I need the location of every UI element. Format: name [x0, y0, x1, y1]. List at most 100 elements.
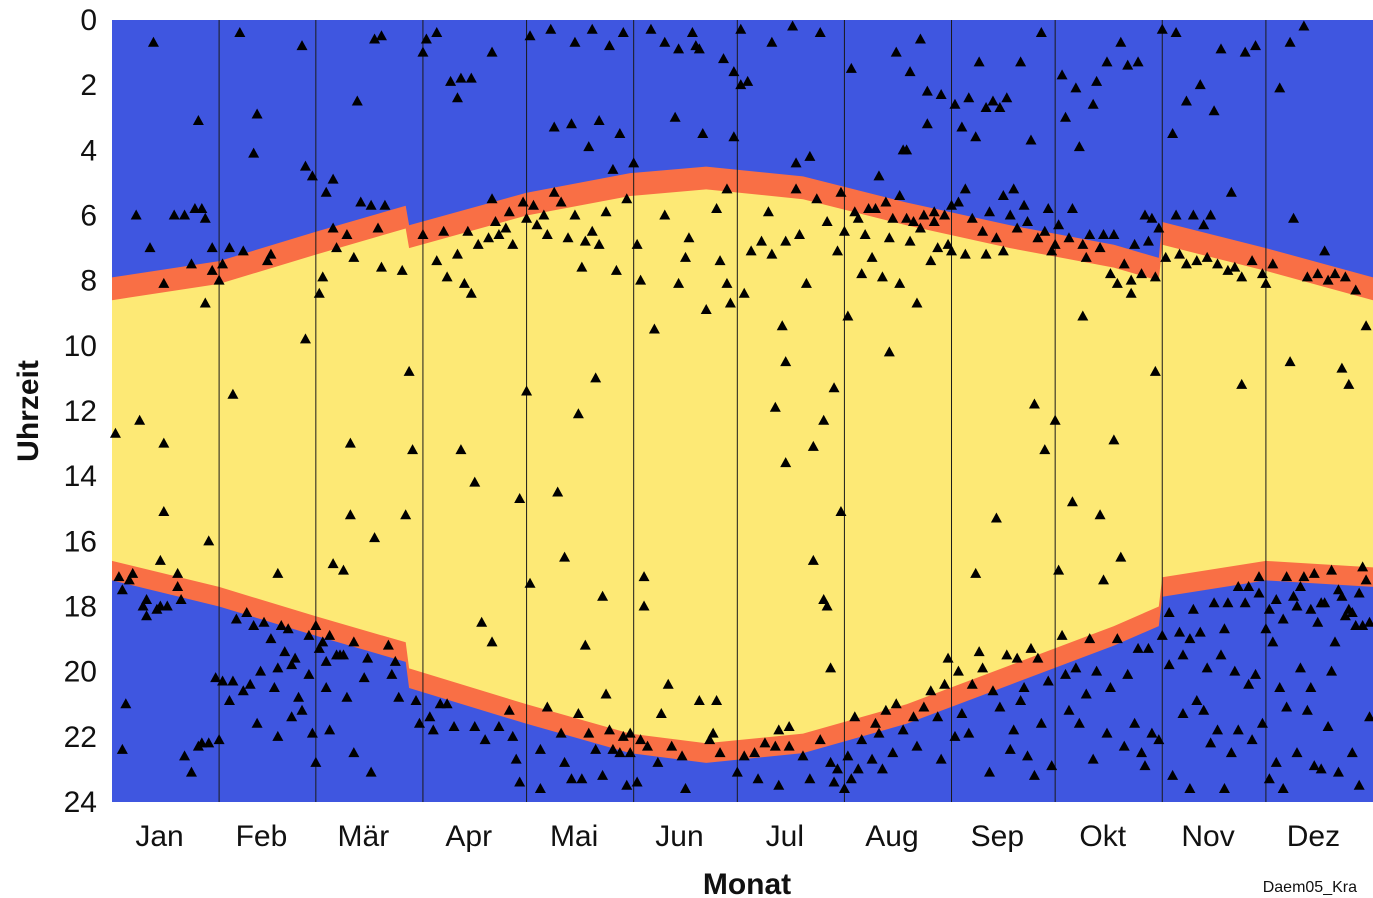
data-point [272, 730, 284, 741]
data-point [1039, 225, 1051, 236]
data-point [1332, 766, 1344, 777]
data-point [942, 238, 954, 249]
data-point [158, 277, 170, 288]
data-point [1288, 212, 1300, 223]
data-point [814, 734, 826, 745]
data-point [1087, 98, 1099, 109]
data-point [223, 694, 235, 705]
x-tick-label: Feb [236, 820, 288, 853]
data-point [1056, 69, 1068, 80]
data-point [1246, 255, 1258, 266]
data-point [1291, 747, 1303, 758]
data-point [123, 574, 135, 585]
data-point [455, 444, 467, 455]
credit-label: Daem05_Kra [1263, 879, 1357, 896]
data-point [1308, 760, 1320, 771]
data-point [524, 30, 536, 41]
data-point [1170, 209, 1182, 220]
data-point [227, 675, 239, 686]
data-point [527, 199, 539, 210]
data-point [1167, 128, 1179, 139]
data-point [255, 665, 267, 676]
data-point [1218, 782, 1230, 793]
data-point [324, 724, 336, 735]
data-point [1236, 271, 1248, 282]
data-point [1239, 46, 1251, 57]
data-point [261, 255, 273, 266]
data-point [1346, 607, 1358, 618]
data-point [807, 554, 819, 565]
data-point [787, 20, 799, 31]
data-point [990, 512, 1002, 523]
data-point [1077, 238, 1089, 249]
data-point [1015, 694, 1027, 705]
data-point [1191, 694, 1203, 705]
y-tick-label: 18 [64, 591, 97, 624]
data-point [1232, 724, 1244, 735]
data-point [306, 727, 318, 738]
data-point [583, 141, 595, 152]
data-point [679, 782, 691, 793]
data-point [638, 600, 650, 611]
data-point [1163, 607, 1175, 618]
data-point [866, 251, 878, 262]
data-point [735, 23, 747, 34]
data-point [1066, 202, 1078, 213]
data-point [866, 753, 878, 764]
data-point [780, 235, 792, 246]
data-point [144, 242, 156, 253]
data-point [565, 773, 577, 784]
data-point [434, 698, 446, 709]
data-point [251, 717, 263, 728]
data-point [683, 232, 695, 243]
data-point [1122, 668, 1134, 679]
data-point [147, 36, 159, 47]
data-point [790, 157, 802, 168]
data-point [465, 287, 477, 298]
data-point [918, 209, 930, 220]
data-point [355, 196, 367, 207]
data-point [375, 261, 387, 272]
data-point [838, 782, 850, 793]
data-point [431, 255, 443, 266]
month-gridlines [218, 20, 1267, 802]
data-point [327, 222, 339, 233]
data-point [783, 740, 795, 751]
data-point [863, 202, 875, 213]
data-point [476, 616, 488, 627]
data-point [1305, 681, 1317, 692]
data-point [1288, 590, 1300, 601]
data-point [417, 229, 429, 240]
data-point [1118, 258, 1130, 269]
data-point [134, 414, 146, 425]
data-point [1129, 238, 1141, 249]
data-point [310, 620, 322, 631]
data-point [403, 365, 415, 376]
data-point [800, 277, 812, 288]
data-point [1343, 378, 1355, 389]
data-point [894, 277, 906, 288]
data-point [928, 216, 940, 227]
data-point [1263, 603, 1275, 614]
data-point [1360, 320, 1372, 331]
data-point [206, 264, 218, 275]
data-point [507, 238, 519, 249]
data-point [648, 323, 660, 334]
data-point [1098, 229, 1110, 240]
data-point [1170, 27, 1182, 38]
x-tick-label: Mai [550, 820, 598, 853]
data-point [141, 593, 153, 604]
data-point [1022, 750, 1034, 761]
data-point [1329, 268, 1341, 279]
data-point [1198, 704, 1210, 715]
data-point [997, 189, 1009, 200]
data-point [1018, 681, 1030, 692]
y-tick-label: 20 [64, 656, 97, 689]
data-point [880, 704, 892, 715]
data-point [424, 711, 436, 722]
data-point [766, 36, 778, 47]
data-point [462, 225, 474, 236]
data-point [510, 753, 522, 764]
data-point [1239, 597, 1251, 608]
